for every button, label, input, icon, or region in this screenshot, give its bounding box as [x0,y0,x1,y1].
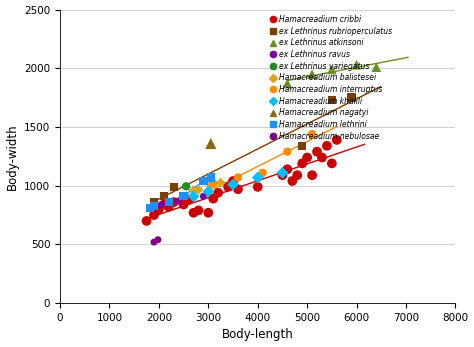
Point [328,161,336,166]
Point [323,143,331,149]
X-axis label: Body-length: Body-length [222,329,293,341]
Point [182,184,190,189]
Point [190,194,197,199]
Point [299,161,306,166]
Point [154,237,162,243]
Point [190,210,197,215]
Point [190,195,197,200]
Point [150,200,158,205]
Point [210,180,217,186]
Point [328,97,336,103]
Point [143,218,150,224]
Point [373,64,380,70]
Point [293,172,301,178]
Point [190,188,197,193]
Point [313,149,321,154]
Point [283,81,291,86]
Point [214,190,222,196]
Point [150,239,158,245]
Point [308,172,316,178]
Point [195,187,202,193]
Point [224,184,232,190]
Point [308,71,316,77]
Point [210,196,217,201]
Point [204,189,212,194]
Point [155,206,163,212]
Point [165,200,173,205]
Point [175,198,182,204]
Point [229,182,237,187]
Point [283,167,291,172]
Point [207,175,215,180]
Point [348,95,356,100]
Point [234,186,242,192]
Point [200,194,207,199]
Point [180,194,187,199]
Point [170,184,178,190]
Point [207,183,215,188]
Point [259,170,266,176]
Point [308,131,316,137]
Y-axis label: Body-width: Body-width [6,123,18,190]
Point [328,67,336,72]
Point [195,208,202,213]
Point [217,180,225,186]
Point [160,194,168,199]
Point [279,172,286,178]
Point [303,155,311,160]
Point [254,184,262,190]
Point [353,62,360,68]
Point [165,200,173,205]
Point [150,212,158,218]
Point [283,149,291,154]
Point [165,204,173,210]
Point [185,197,192,203]
Point [299,143,306,149]
Point [333,137,341,143]
Point [150,203,158,209]
Point [170,200,178,205]
Point [289,178,296,184]
Point [279,170,286,176]
Point [160,202,168,207]
Point [200,178,207,184]
Point [229,178,237,184]
Point [204,210,212,215]
Point [180,202,187,207]
Point [318,155,326,160]
Point [207,141,215,146]
Point [234,175,242,180]
Legend: Hamacreadium cribbi, ex Lethrinus rubrioperculatus, ex Lethrinus atkinsoni, ex L: Hamacreadium cribbi, ex Lethrinus rubrio… [269,14,393,142]
Point [254,175,262,180]
Point [157,202,165,207]
Point [146,205,154,211]
